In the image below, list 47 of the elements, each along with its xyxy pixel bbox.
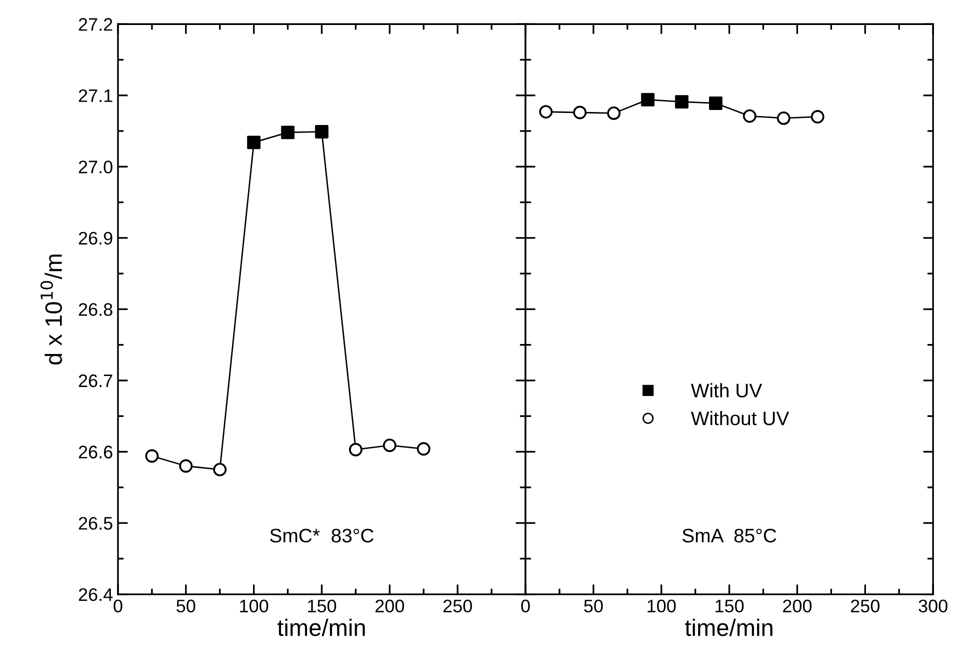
point [742,109,756,123]
x-tick-label: 0 [114,600,122,612]
x-axis-title: time/min [685,618,772,636]
annotation: SmC* 83°C [270,528,374,542]
y-tick-label: 26.8 [78,303,112,316]
point [539,105,553,118]
legend-label: With UV [690,383,762,398]
x-tick-label: 0 [521,600,530,612]
point [810,110,824,124]
point [675,95,688,109]
point [607,106,621,120]
point [281,126,294,140]
y-axis-title: d x 10$^{10}$/m [40,254,62,365]
point [776,111,790,125]
annotation: SmA 85°C [682,528,776,542]
x-tick-label: 150 [716,600,744,612]
point [382,438,396,452]
x-axis-title: time/min [277,618,365,636]
x-tick-label: 200 [376,600,404,612]
point [416,442,430,456]
x-tick-label: 300 [918,600,948,612]
x-tick-label: 100 [240,600,268,612]
y-tick-label: 26.9 [78,232,112,245]
legend-label: Without UV [690,410,790,426]
x-tick-label: 100 [648,600,676,612]
x-tick-label: 50 [176,600,196,612]
y-tick-label: 26.4 [78,588,113,602]
x-tick-label: 50 [584,600,603,612]
y-tick-label: 26.6 [78,446,112,458]
y-tick-label: 27.2 [78,18,112,31]
point [145,449,159,463]
point [247,136,261,150]
point [641,92,654,106]
point [573,106,587,120]
point [315,125,328,138]
point [708,96,722,110]
point [213,462,227,476]
y-tick-label: 27.1 [78,89,112,102]
point [348,442,362,456]
y-tick-label: 27.0 [78,160,112,174]
point [179,459,193,473]
x-tick-label: 250 [443,600,472,612]
x-tick-label: 150 [308,600,336,612]
y-tick-label: 26.5 [78,516,112,530]
x-tick-label: 250 [850,600,880,612]
x-tick-label: 200 [783,600,812,612]
y-tick-label: 26.7 [78,374,112,388]
